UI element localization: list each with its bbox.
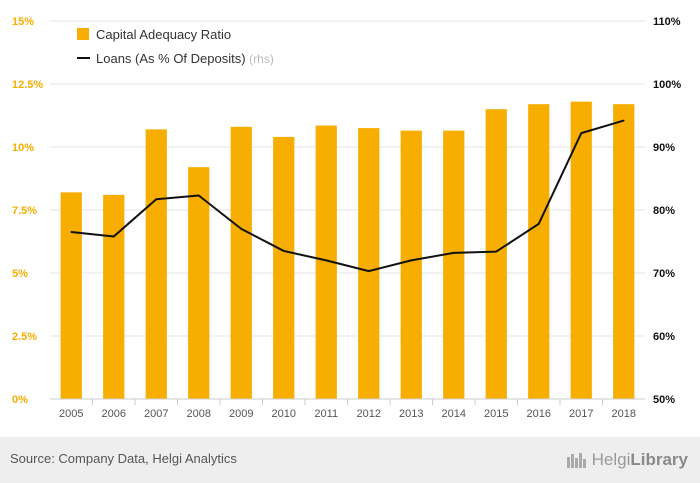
logo-text-light: Helgi xyxy=(591,450,631,469)
left-tick-label: 7.5% xyxy=(12,205,37,217)
bar-2014 xyxy=(443,130,465,399)
bar-2005 xyxy=(60,192,82,399)
library-icon xyxy=(566,453,586,468)
bar-2012 xyxy=(358,128,380,399)
line-point-2008 xyxy=(197,194,200,197)
bar-2013 xyxy=(400,130,422,399)
left-tick-label: 12.5% xyxy=(12,79,43,91)
helgi-library-logo[interactable]: HelgiLibrary xyxy=(566,447,688,473)
left-tick-label: 5% xyxy=(12,268,28,280)
line-point-2011 xyxy=(325,259,328,262)
x-tick-label: 2007 xyxy=(144,408,168,420)
series-line-loans xyxy=(71,119,625,273)
x-tick-label: 2016 xyxy=(527,408,551,420)
right-tick-label: 60% xyxy=(653,331,675,343)
right-tick-label: 100% xyxy=(653,79,681,91)
bar-2015 xyxy=(485,109,507,399)
x-tick-label: 2006 xyxy=(102,408,126,420)
x-tick-label: 2011 xyxy=(314,408,338,420)
x-tick-label: 2010 xyxy=(272,408,296,420)
left-tick-label: 0% xyxy=(12,394,28,406)
x-tick-label: 2018 xyxy=(612,408,636,420)
line-point-2014 xyxy=(452,252,455,254)
line-point-2016 xyxy=(537,223,540,225)
x-tick-label: 2014 xyxy=(442,408,466,420)
chart: 0% 2.5% 5% 7.5% 10% 12.5% 15% 50% 60% 70% 80% 90% 10… xyxy=(12,16,681,420)
right-tick-label: 90% xyxy=(653,142,675,154)
line-point-2007 xyxy=(155,198,158,201)
bar-2018 xyxy=(613,104,635,399)
left-tick-label: 15% xyxy=(12,16,34,28)
bar-2009 xyxy=(230,126,252,399)
right-tick-label: 110% xyxy=(653,16,681,28)
right-tick-label: 70% xyxy=(653,268,675,280)
bar-2010 xyxy=(273,136,295,400)
line-point-2013 xyxy=(410,259,413,262)
x-tick-label: 2017 xyxy=(569,408,593,420)
line-point-2009 xyxy=(240,228,243,230)
bar-2016 xyxy=(528,104,550,399)
x-tick-label: 2013 xyxy=(399,408,423,420)
legend-swatch-capital-adequacy xyxy=(77,28,89,40)
legend-label-loans: Loans (As % Of Deposits) (rhs) xyxy=(96,51,274,66)
x-tick-label: 2009 xyxy=(229,408,253,420)
x-tick-label: 2015 xyxy=(484,408,508,420)
line-point-2006 xyxy=(112,235,115,238)
line-point-2005 xyxy=(70,231,73,233)
right-tick-label: 50% xyxy=(653,394,675,406)
line-point-2017 xyxy=(580,132,583,134)
bar-2017 xyxy=(570,101,592,399)
x-tick-label: 2005 xyxy=(59,408,83,420)
line-point-2012 xyxy=(367,270,370,272)
bar-2008 xyxy=(188,167,210,399)
line-point-2018 xyxy=(622,119,625,122)
legend-rhs-suffix: (rhs) xyxy=(249,52,274,66)
x-tick-label: 2012 xyxy=(357,408,381,420)
legend-label-capital-adequacy: Capital Adequacy Ratio xyxy=(96,27,231,42)
left-tick-label: 10% xyxy=(12,142,34,154)
logo-text-bold: Library xyxy=(630,450,688,469)
bar-2006 xyxy=(103,194,125,399)
line-point-2010 xyxy=(282,250,285,252)
source-note: Source: Company Data, Helgi Analytics xyxy=(10,451,237,466)
line-point-2015 xyxy=(495,250,498,253)
left-tick-label: 2.5% xyxy=(12,331,37,343)
bar-2011 xyxy=(315,125,337,399)
x-tick-label: 2008 xyxy=(187,408,211,420)
bar-2007 xyxy=(145,129,167,400)
right-tick-label: 80% xyxy=(653,205,675,217)
